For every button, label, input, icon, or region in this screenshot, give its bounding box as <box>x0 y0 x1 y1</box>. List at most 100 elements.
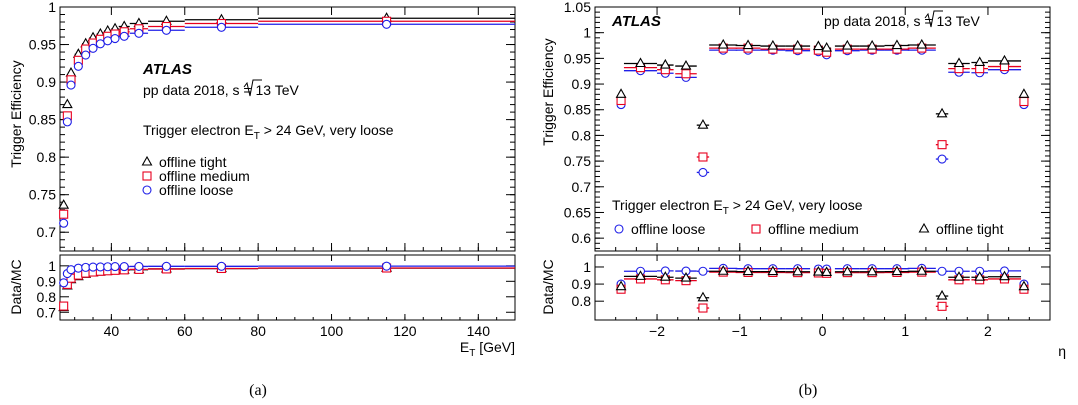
data-point <box>698 152 708 162</box>
series-offline-tight <box>58 12 515 209</box>
y-tick-label: 1 <box>583 25 591 41</box>
y-tick-label: 0.9 <box>37 74 57 90</box>
data-point <box>936 107 948 118</box>
y-tick-label: 0.95 <box>564 50 591 66</box>
data-point <box>615 88 627 98</box>
data-point <box>61 98 73 109</box>
legend-label: offline tight <box>936 221 1004 237</box>
data-point <box>999 54 1010 65</box>
dataset-label: pp data 2018, s = 13 TeV <box>143 82 299 98</box>
data-point <box>65 66 77 77</box>
y-axis-label: Trigger Efficiency <box>540 38 556 145</box>
y-tick-label: 0.7 <box>37 224 57 240</box>
ratio-point <box>841 265 853 276</box>
data-point <box>216 22 227 32</box>
data-point <box>134 28 144 38</box>
data-point <box>680 59 692 70</box>
selection-label: Trigger electron ET > 24 GeV, very loose <box>143 122 394 142</box>
data-point <box>66 80 76 90</box>
data-point <box>974 56 986 67</box>
ratio-point <box>615 280 627 291</box>
ratio-point <box>821 266 833 276</box>
series-offline-medium <box>616 43 1029 162</box>
ratio-point <box>742 265 754 276</box>
ratio-point <box>937 301 947 311</box>
data-point <box>916 38 928 49</box>
data-point <box>937 140 947 150</box>
ratio-point <box>59 301 69 311</box>
ratio-point <box>866 265 878 276</box>
ratio-point <box>59 278 69 288</box>
dataset-label: pp data 2018, s = 13 TeV <box>824 13 980 29</box>
y-tick-label: 0.75 <box>564 153 591 169</box>
data-point <box>792 39 804 50</box>
main-plot-frame <box>594 6 1051 252</box>
ratio-point <box>161 261 171 271</box>
ratio-point <box>953 271 965 281</box>
caption-b: (b) <box>799 382 818 399</box>
ratio-point <box>134 261 144 272</box>
legend-marker <box>751 224 761 234</box>
data-point <box>110 33 120 44</box>
data-point <box>59 209 69 219</box>
ratio-point <box>812 265 824 276</box>
data-point <box>73 61 83 71</box>
y-tick-label: 0.9 <box>572 76 592 92</box>
legend: offline loose offline medium offline tight <box>614 221 1004 237</box>
sqrt-sign <box>243 79 262 97</box>
ratio-point <box>937 266 947 276</box>
data-point <box>382 19 392 29</box>
data-point <box>103 36 113 46</box>
y-tick-label: 0.6 <box>572 230 592 246</box>
data-point <box>62 117 72 127</box>
y-tick-label: 0.65 <box>564 204 591 220</box>
ratio-point <box>698 303 708 313</box>
y-tick-label: 0.75 <box>29 187 56 203</box>
data-point <box>812 40 824 51</box>
data-point <box>1019 96 1029 107</box>
selection-label: Trigger electron ET > 24 GeV, very loose <box>612 197 863 217</box>
ratio-point <box>216 261 227 271</box>
ratio-point <box>698 266 708 276</box>
ratio-plot-frame <box>594 254 1051 321</box>
ratio-series-offline-loose <box>59 261 515 288</box>
y-tick-label: 0.85 <box>564 102 591 118</box>
x-tick-label: 1 <box>901 323 909 339</box>
atlas-label: ATLAS <box>611 13 661 30</box>
data-point <box>697 119 709 129</box>
panel-b: −2 −1 0 1 2 0.6 0.65 0.7 0.75 0.8 0.85 0.9 0.95 1 1.0… <box>540 0 1066 399</box>
x-tick-label: 40 <box>104 323 120 339</box>
data-point <box>767 39 779 50</box>
data-point <box>59 218 69 228</box>
ratio-point <box>1018 280 1030 291</box>
ratio-y-tick-label: 1 <box>48 258 56 274</box>
y-tick-label: 0.85 <box>29 112 56 128</box>
legend-label: offline medium <box>768 221 859 237</box>
x-axis-label: η <box>1058 343 1066 359</box>
main-plot-frame <box>59 6 516 252</box>
ratio-point <box>999 270 1010 281</box>
ratio-y-tick-label: 0.8 <box>572 293 592 309</box>
ratio-point <box>792 265 804 276</box>
ratio-point <box>73 263 83 273</box>
data-point <box>821 41 833 52</box>
legend-label: offline loose <box>159 182 234 198</box>
ratio-y-axis-label: Data/MC <box>8 259 24 314</box>
data-point <box>58 199 70 209</box>
data-point <box>88 43 98 53</box>
x-tick-label: 0 <box>819 323 827 339</box>
data-point <box>1018 88 1030 98</box>
data-point <box>681 69 691 79</box>
x-tick-label: 60 <box>177 323 193 339</box>
data-point <box>742 39 754 50</box>
data-point <box>866 39 878 50</box>
ratio-point <box>119 262 129 272</box>
x-tick-label: 2 <box>984 323 992 339</box>
ratio-point <box>382 261 392 271</box>
ratio-y-tick-label: 0.9 <box>572 276 592 292</box>
caption-a: (a) <box>249 382 267 399</box>
legend-marker <box>141 155 153 166</box>
x-tick-label: 120 <box>393 323 417 339</box>
